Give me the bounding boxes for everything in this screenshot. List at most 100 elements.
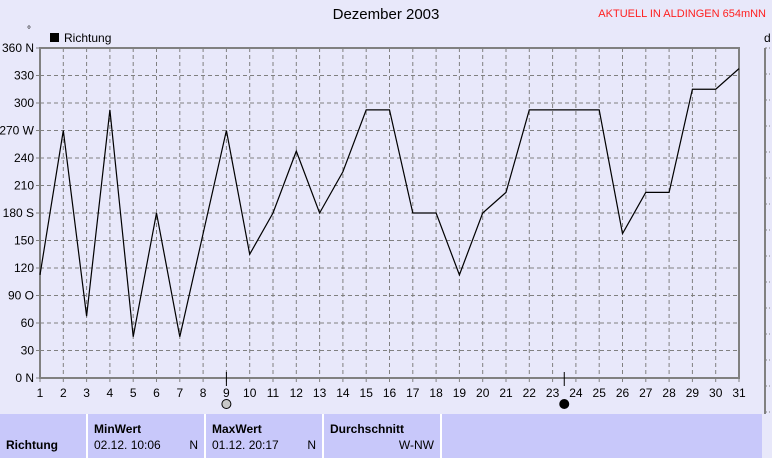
data-point xyxy=(481,212,484,215)
row-label: Richtung xyxy=(6,438,58,452)
x-tick-label: 25 xyxy=(593,386,607,400)
x-tick-label: 26 xyxy=(616,386,630,400)
x-tick-label: 8 xyxy=(200,386,207,400)
data-point xyxy=(272,212,275,215)
y-tick-label: 60 xyxy=(21,316,35,330)
data-point xyxy=(108,108,111,111)
y-tick-label: 300 xyxy=(14,96,34,110)
x-tick-label: 4 xyxy=(107,386,114,400)
data-point xyxy=(574,108,577,111)
x-tick-label: 15 xyxy=(360,386,374,400)
x-tick-label: 5 xyxy=(130,386,137,400)
max-date: 01.12. 20:17 xyxy=(212,438,279,452)
data-point xyxy=(411,212,414,215)
right-axis-label: d xyxy=(764,31,771,45)
y-axis-unit: ° xyxy=(27,25,31,36)
x-tick-label: 31 xyxy=(732,386,746,400)
row-label-cell: Richtung xyxy=(0,414,88,458)
data-point xyxy=(248,253,251,256)
y-tick-label: 180 S xyxy=(3,206,34,220)
x-tick-label: 20 xyxy=(476,386,490,400)
data-point xyxy=(621,232,624,235)
data-point xyxy=(598,108,601,111)
x-tick-label: 16 xyxy=(383,386,397,400)
max-header: MaxWert xyxy=(212,422,262,436)
avg-cell: Durchschnitt W-NW xyxy=(324,414,442,458)
chart-title: Dezember 2003 xyxy=(332,6,440,23)
data-point xyxy=(691,88,694,91)
data-point xyxy=(738,67,741,70)
first-quarter-icon xyxy=(221,399,232,409)
chart: 1 2 3 4 5 6 7 8 9 10 11 12 13 14 15 16 17 18 19 20 21 22 23 24 2… xyxy=(0,25,771,414)
x-tick-label: 1 xyxy=(37,386,44,400)
data-point xyxy=(178,335,181,338)
y-tick-label: 330 xyxy=(14,69,34,83)
data-point xyxy=(644,191,647,194)
min-header: MinWert xyxy=(94,422,142,436)
x-tick-label: 6 xyxy=(153,386,160,400)
x-tick-label: 19 xyxy=(453,386,467,400)
data-point xyxy=(132,335,135,338)
data-point xyxy=(155,212,158,215)
data-point xyxy=(668,191,671,194)
y-tick-label: 120 xyxy=(14,261,34,275)
x-tick-label: 2 xyxy=(60,386,67,400)
data-point xyxy=(62,129,65,132)
empty-cell xyxy=(442,414,762,458)
data-point xyxy=(458,273,461,276)
y-tick-label: 150 xyxy=(14,234,34,248)
x-tick-label: 17 xyxy=(406,386,420,400)
max-cell: MaxWert 01.12. 20:17 N xyxy=(206,414,324,458)
avg-value: W-NW xyxy=(398,438,434,452)
data-point xyxy=(505,191,508,194)
station-subtitle: AKTUELL IN ALDINGEN 654mNN xyxy=(598,8,766,20)
y-tick-label: 90 O xyxy=(8,289,34,303)
x-tick-label: 18 xyxy=(429,386,443,400)
new-moon-icon xyxy=(559,399,570,409)
min-value: N xyxy=(189,438,198,452)
x-tick-label: 9 xyxy=(223,386,230,400)
x-tick-label: 14 xyxy=(336,386,350,400)
x-tick-label: 21 xyxy=(499,386,513,400)
data-point xyxy=(39,273,42,276)
data-point xyxy=(318,212,321,215)
y-tick-label: 30 xyxy=(21,344,35,358)
plot-frame xyxy=(39,47,740,379)
x-tick-label: 10 xyxy=(243,386,257,400)
data-point xyxy=(435,212,438,215)
y-tick-label: 0 N xyxy=(15,371,34,385)
x-tick-label: 13 xyxy=(313,386,327,400)
y-tick-label: 270 W xyxy=(0,124,35,138)
x-tick-label: 3 xyxy=(83,386,90,400)
x-tick-label: 23 xyxy=(546,386,560,400)
data-point xyxy=(295,150,298,153)
series-line xyxy=(39,68,740,337)
x-tick-label: 28 xyxy=(662,386,676,400)
max-value: N xyxy=(307,438,316,452)
legend-label: Richtung xyxy=(64,31,111,45)
x-tick-label: 27 xyxy=(639,386,653,400)
data-point xyxy=(202,232,205,235)
x-tick-label: 7 xyxy=(176,386,183,400)
x-tick-label: 24 xyxy=(569,386,583,400)
data-point xyxy=(528,108,531,111)
legend-swatch xyxy=(50,33,59,42)
y-tick-label: 240 xyxy=(14,151,34,165)
x-tick-label: 11 xyxy=(267,386,280,400)
data-point xyxy=(388,108,391,111)
x-tick-label: 29 xyxy=(686,386,700,400)
x-tick-label: 22 xyxy=(523,386,537,400)
y-tick-label: 210 xyxy=(14,179,34,193)
data-point xyxy=(551,108,554,111)
x-tick-label: 12 xyxy=(290,386,304,400)
x-tick-label: 30 xyxy=(709,386,723,400)
data-point xyxy=(714,88,717,91)
data-point xyxy=(225,129,228,132)
min-cell: MinWert 02.12. 10:06 N xyxy=(88,414,206,458)
avg-header: Durchschnitt xyxy=(330,422,405,436)
y-tick-label: 360 N xyxy=(2,41,34,55)
data-point xyxy=(85,315,88,318)
data-point xyxy=(341,170,344,173)
data-point xyxy=(365,108,368,111)
min-date: 02.12. 10:06 xyxy=(94,438,161,452)
